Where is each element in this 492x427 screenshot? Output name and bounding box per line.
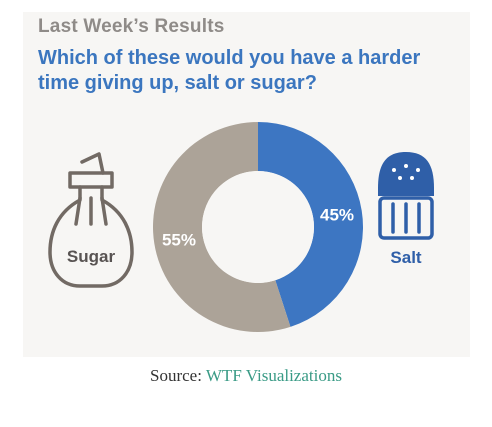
results-title: Last Week’s Results [38,16,225,37]
salt-shaker-icon [378,152,434,240]
slice-labels: 45% 55% [162,205,354,249]
slice-label-salt: 45% [320,205,354,224]
sugar-dispenser-icon [48,152,134,288]
slice-label-sugar: 55% [162,231,196,250]
source-link[interactable]: WTF Visualizations [205,366,342,385]
survey-question: Which of these would you have a harder t… [38,47,421,94]
donut-hole [202,171,314,283]
donut-slices [153,122,363,332]
sugar-label: Sugar [67,247,116,266]
source-prefix: Source: [150,366,206,385]
donut-slice-salt [258,122,363,327]
salt-label: Salt [390,248,422,267]
source-line: Source: WTF Visualizations [0,366,492,386]
donut-slice-sugar [153,122,291,332]
